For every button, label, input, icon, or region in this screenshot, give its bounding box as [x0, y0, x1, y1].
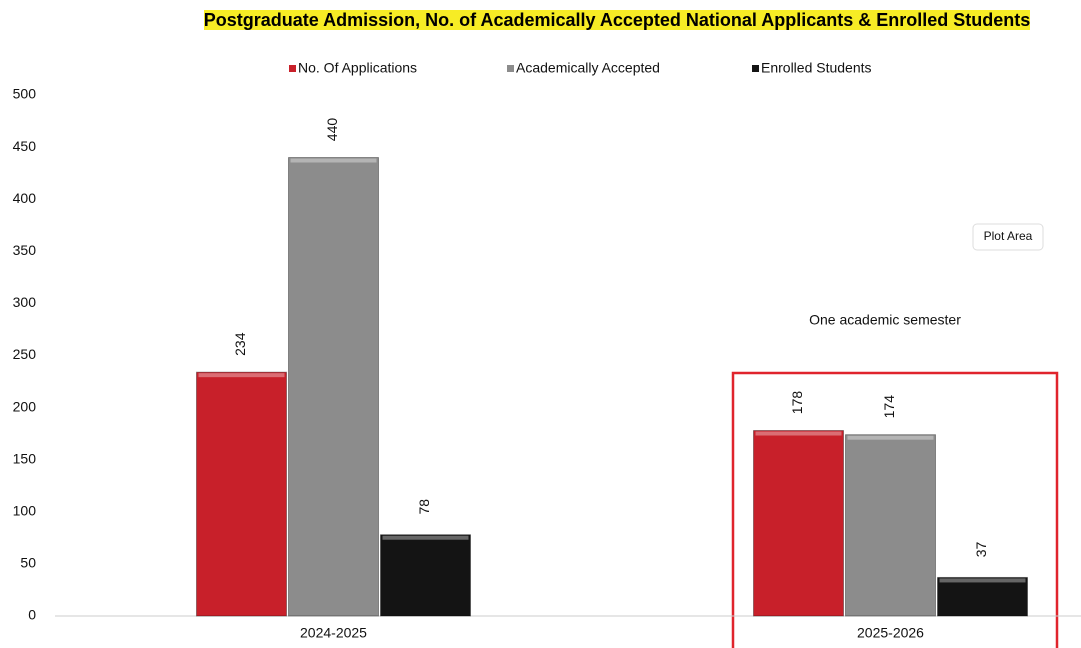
highlight-box	[731, 371, 1059, 648]
bar	[845, 434, 936, 617]
y-tick-label: 200	[13, 398, 37, 414]
legend-swatch	[289, 65, 296, 72]
legend-label: Enrolled Students	[761, 60, 872, 76]
x-tick-label: 2025-2026	[857, 625, 924, 641]
x-tick-label: 2024-2025	[300, 625, 367, 641]
data-label: 178	[789, 391, 805, 415]
y-tick-label: 0	[28, 607, 36, 623]
data-label: 234	[232, 332, 248, 356]
bar-bevel	[198, 373, 285, 378]
y-tick-label: 300	[13, 294, 37, 310]
legend-swatch	[752, 65, 759, 72]
data-label: 37	[973, 541, 989, 557]
bar-bevel	[755, 431, 842, 436]
y-tick-label: 100	[13, 503, 37, 519]
bar	[753, 430, 844, 617]
bar	[288, 157, 379, 617]
y-tick-label: 500	[13, 86, 37, 102]
y-tick-label: 400	[13, 190, 37, 206]
y-tick-label: 350	[13, 242, 37, 258]
annotation: One academic semester	[809, 312, 961, 328]
bar	[380, 534, 471, 617]
bar-bevel	[382, 535, 469, 540]
legend-swatch	[507, 65, 514, 72]
bar-bevel	[290, 158, 377, 163]
y-tick-label: 50	[20, 555, 36, 571]
bar	[937, 576, 1028, 617]
bar-bevel	[847, 435, 934, 440]
bar	[196, 371, 287, 617]
tooltip-box	[972, 223, 1044, 251]
chart-title: Postgraduate Admission, No. of Academica…	[167, 8, 1067, 32]
y-tick-label: 150	[13, 450, 37, 466]
legend-label: No. Of Applications	[298, 60, 417, 76]
y-tick-label: 450	[13, 138, 37, 154]
tooltip: Plot Area	[984, 229, 1033, 243]
legend-label: Academically Accepted	[516, 60, 660, 76]
data-label: 440	[324, 118, 340, 142]
chart-title-text: Postgraduate Admission, No. of Academica…	[203, 10, 1031, 30]
data-label: 174	[881, 395, 897, 419]
data-label: 78	[416, 499, 432, 515]
bar-bevel	[939, 578, 1026, 583]
y-tick-label: 250	[13, 346, 37, 362]
